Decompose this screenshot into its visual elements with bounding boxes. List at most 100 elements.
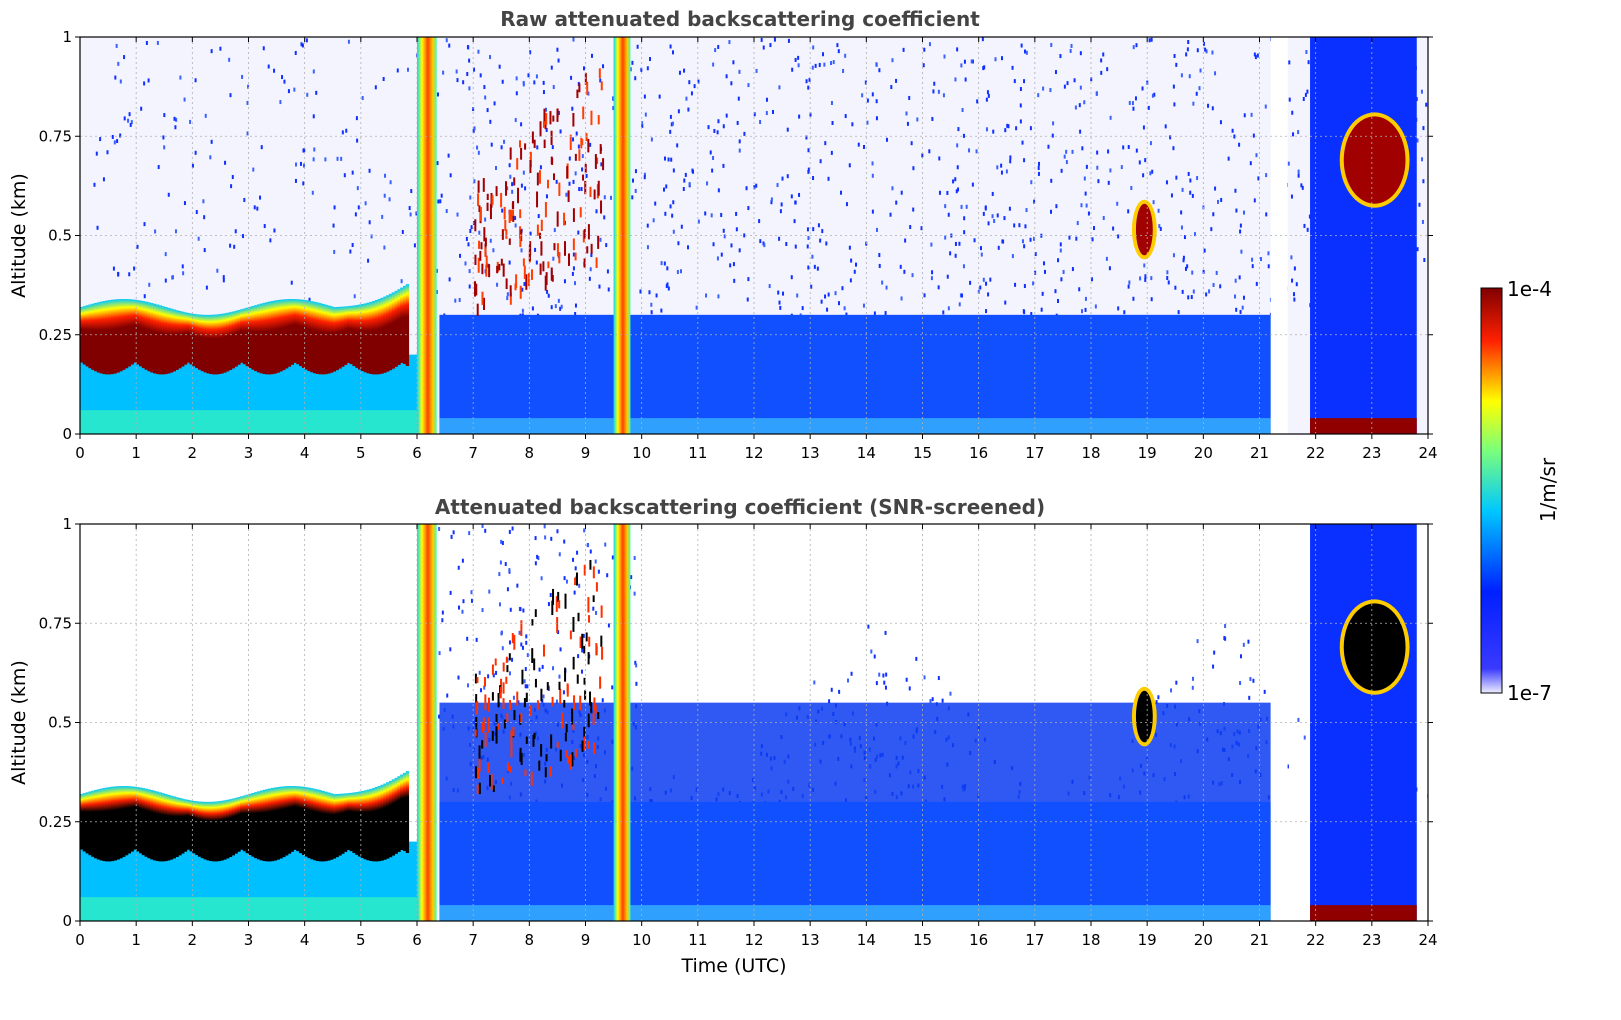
cloud-patch-cell [497, 723, 500, 730]
cloud-patch-cell [502, 698, 505, 709]
speckle [413, 243, 416, 248]
speckle [1181, 289, 1184, 294]
speckle [123, 55, 126, 60]
speckle [345, 128, 348, 133]
speckle [1193, 232, 1196, 237]
speckle [644, 112, 647, 117]
speckle [312, 114, 315, 119]
speckle [793, 219, 796, 224]
speckle [312, 157, 315, 162]
speckle [987, 93, 990, 98]
speckle [1211, 50, 1214, 55]
speckle [1248, 695, 1251, 700]
speckle [1128, 280, 1131, 285]
speckle [878, 253, 881, 258]
cloud-slice [167, 307, 171, 374]
cloud-slice [383, 296, 387, 373]
cloud-patch-cell [506, 665, 509, 673]
speckle [550, 65, 553, 70]
cloud-patch-cell [587, 224, 590, 240]
speckle [1007, 124, 1010, 129]
x-tick-label: 24 [1418, 444, 1437, 462]
cloud-slice [377, 298, 381, 375]
speckle [885, 672, 888, 677]
cloud-patch-cell [575, 572, 578, 586]
cloud-patch-cell [484, 247, 487, 257]
surface-return [439, 418, 1271, 434]
cloud-patch-cell [520, 752, 523, 765]
cloud-slice [192, 800, 196, 854]
speckle [1165, 180, 1168, 185]
speckle [595, 610, 598, 615]
speckle [1004, 128, 1007, 133]
speckle [786, 174, 789, 179]
cloud-slice [150, 303, 154, 373]
speckle [963, 59, 966, 64]
speckle [1008, 206, 1011, 211]
speckle [181, 264, 184, 269]
speckle [1085, 203, 1088, 208]
x-tick-label: 12 [744, 931, 763, 949]
speckle [684, 172, 687, 177]
speckle [1214, 186, 1217, 191]
speckle [117, 272, 120, 277]
speckle [194, 150, 197, 155]
cloud-slice [256, 791, 261, 860]
speckle [129, 122, 132, 127]
cloud-patch-cell [525, 692, 528, 702]
speckle [819, 238, 822, 243]
speckle [667, 157, 670, 162]
speckle [778, 236, 781, 241]
speckle [242, 234, 245, 239]
cloud-slice [150, 790, 154, 860]
speckle [577, 230, 580, 235]
cloud-patch-cell [583, 564, 586, 576]
speckle [782, 291, 785, 296]
cloud-slice [228, 799, 233, 858]
speckle [875, 227, 878, 232]
speckle [1290, 255, 1293, 260]
speckle [116, 139, 119, 144]
cloud-slice [220, 800, 224, 861]
cloud-patch-cell [600, 635, 603, 647]
speckle [117, 61, 120, 66]
cloud-slice [343, 793, 348, 852]
cloud-patch-cell [583, 258, 586, 268]
speckle [256, 206, 259, 211]
cloud-patch-cell [592, 566, 595, 579]
cloud-patch-cell [595, 257, 598, 268]
speckle [878, 263, 881, 268]
speckle [128, 112, 131, 117]
speckle [562, 690, 565, 695]
speckle [1047, 144, 1050, 149]
speckle [857, 142, 860, 147]
cloud-patch-cell [557, 591, 560, 602]
cloud-slice [287, 786, 292, 854]
speckle [156, 40, 159, 45]
speckle [458, 297, 461, 302]
cloud-slice [217, 314, 221, 375]
speckle [133, 266, 136, 271]
speckle [663, 261, 666, 266]
speckle [556, 529, 559, 534]
cloud-slice [155, 304, 160, 375]
speckle [884, 630, 887, 635]
speckle [410, 189, 413, 194]
cloud-patch-cell [583, 645, 586, 654]
speckle [768, 284, 771, 289]
speckle [1132, 296, 1135, 301]
speckle [572, 266, 575, 271]
speckle [1107, 180, 1110, 185]
speckle [1023, 49, 1026, 54]
cloud-slice [197, 314, 202, 370]
speckle [1287, 161, 1290, 166]
speckle [1215, 270, 1218, 275]
cloud-slice [391, 779, 396, 856]
speckle [1180, 73, 1183, 78]
cloud-patch-cell [579, 207, 582, 218]
speckle [1305, 50, 1308, 55]
cloud-slice [310, 301, 314, 373]
cloud-slice [113, 299, 118, 374]
speckle [557, 58, 560, 63]
cloud-patch-cell [582, 174, 585, 181]
